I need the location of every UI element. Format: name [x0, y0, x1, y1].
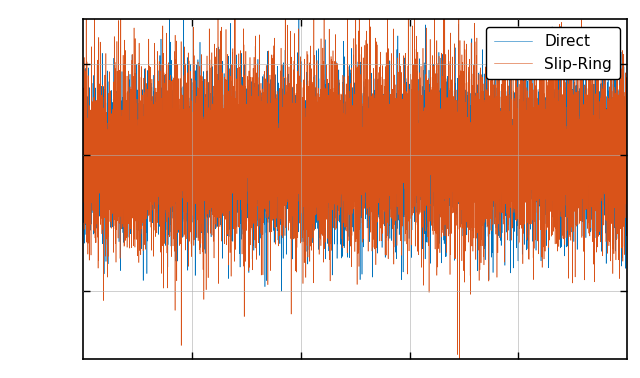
Slip-Ring [102, 101, 109, 105]
Line: Direct: Direct [83, 11, 627, 291]
Direct [595, 107, 602, 112]
Legend: Direct, Slip-Ring: Direct, Slip-Ring [486, 26, 620, 79]
Direct [623, 203, 631, 208]
Slip-Ring [82, 156, 90, 161]
Slip-Ring [79, 185, 87, 189]
Direct [112, 79, 120, 84]
Direct [166, 8, 173, 13]
Slip-Ring [346, 212, 353, 217]
Direct [278, 289, 285, 294]
Direct [346, 196, 353, 201]
Direct [79, 88, 87, 92]
Direct [82, 222, 90, 227]
Direct [186, 116, 194, 121]
Line: Slip-Ring: Slip-Ring [83, 0, 627, 369]
Direct [102, 158, 109, 162]
Slip-Ring [186, 116, 194, 121]
Slip-Ring [456, 366, 463, 371]
Slip-Ring [595, 59, 602, 64]
Slip-Ring [623, 87, 631, 91]
Slip-Ring [112, 186, 120, 191]
